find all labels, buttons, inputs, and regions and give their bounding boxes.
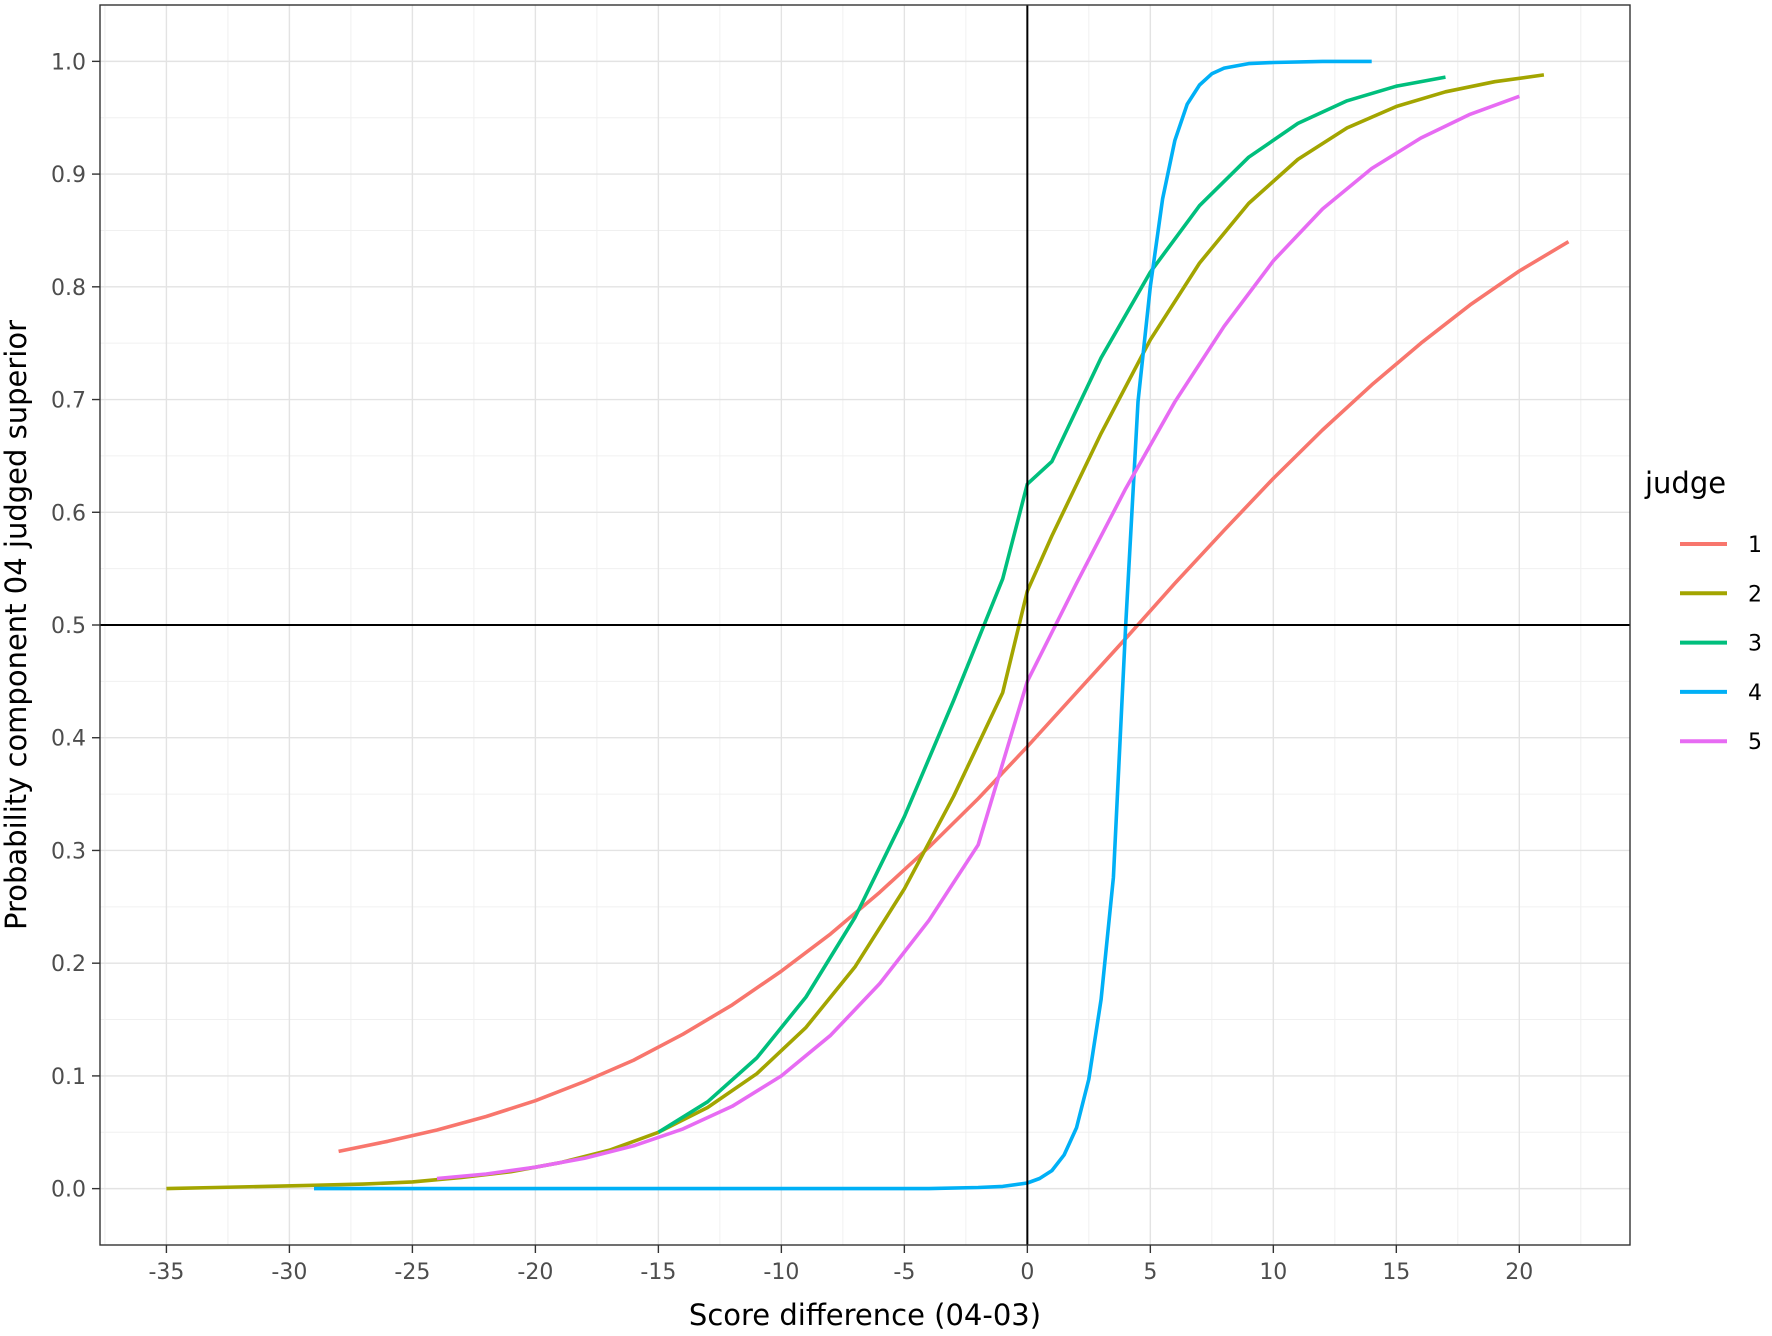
legend: judge 1 2 3 4 5 <box>1644 466 1762 755</box>
x-tick-label: -35 <box>148 1260 184 1285</box>
x-tick-label: -20 <box>517 1260 553 1285</box>
y-tick-label: 0.2 <box>51 952 86 977</box>
x-tick-label: 15 <box>1382 1260 1410 1285</box>
y-tick-label: 1.0 <box>51 50 86 75</box>
y-tick-label: 0.6 <box>51 501 86 526</box>
legend-label-judge-1: 1 <box>1748 533 1762 558</box>
y-tick-label: 0.3 <box>51 839 86 864</box>
x-tick-label: 10 <box>1259 1260 1287 1285</box>
x-tick-label: 0 <box>1020 1260 1034 1285</box>
x-axis-ticks: -35 -30 -25 -20 -15 -10 -5 0 5 10 15 20 <box>148 1245 1533 1285</box>
x-tick-label: 20 <box>1505 1260 1533 1285</box>
legend-label-judge-4: 4 <box>1748 681 1762 706</box>
series-lines <box>166 59 1570 1191</box>
y-tick-label: 0.7 <box>51 389 86 414</box>
series-line-judge-3 <box>657 75 1446 1134</box>
x-tick-label: 5 <box>1143 1260 1157 1285</box>
series-line-judge-1 <box>338 240 1570 1154</box>
y-tick-label: 0.4 <box>51 727 86 752</box>
legend-title: judge <box>1644 466 1726 500</box>
legend-label-judge-3: 3 <box>1748 632 1762 657</box>
y-tick-label: 0.5 <box>51 614 86 639</box>
y-tick-label: 0.8 <box>51 276 86 301</box>
x-tick-label: -30 <box>271 1260 307 1285</box>
series-line-judge-2 <box>166 73 1545 1191</box>
y-axis-ticks: 0.0 0.1 0.2 0.3 0.4 0.5 0.6 0.7 0.8 0.9 1.0 <box>51 50 100 1203</box>
y-tick-label: 0.1 <box>51 1065 86 1090</box>
y-tick-label: 0.0 <box>51 1178 86 1203</box>
series-line-judge-4 <box>314 59 1372 1191</box>
y-axis-title: Probability component 04 judged superior <box>0 320 33 930</box>
legend-label-judge-2: 2 <box>1748 582 1762 607</box>
x-tick-label: -5 <box>893 1260 915 1285</box>
y-tick-label: 0.9 <box>51 163 86 188</box>
x-tick-label: -25 <box>394 1260 430 1285</box>
x-tick-label: -10 <box>763 1260 799 1285</box>
legend-label-judge-5: 5 <box>1748 730 1762 755</box>
x-tick-label: -15 <box>640 1260 676 1285</box>
x-axis-title: Score difference (04-03) <box>689 1298 1041 1332</box>
series-line-judge-5 <box>436 94 1520 1181</box>
reference-lines <box>100 5 1630 1245</box>
